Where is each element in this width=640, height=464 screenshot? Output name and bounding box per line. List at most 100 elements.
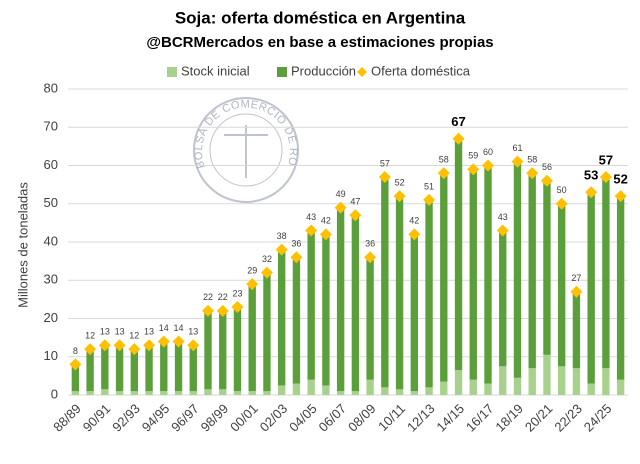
data-label: 36 (291, 239, 301, 249)
bar-segment (513, 161, 522, 378)
legend-label: Oferta doméstica (371, 63, 471, 78)
data-label: 13 (115, 327, 125, 337)
data-label: 60 (483, 147, 493, 157)
data-label: 22 (203, 292, 213, 302)
bar-segment (278, 249, 286, 386)
bar-segment (543, 180, 551, 355)
bar-segment (469, 169, 477, 380)
bar-segment (469, 379, 477, 395)
bar-segment (528, 368, 536, 395)
data-label: 43 (498, 212, 508, 222)
supply-marker (364, 251, 377, 264)
data-label: 52 (613, 172, 627, 187)
chart-title: Soja: oferta doméstica en Argentina (175, 8, 466, 27)
bar-segment (204, 310, 212, 390)
supply-marker (319, 228, 332, 241)
data-label: 61 (512, 143, 522, 153)
x-tick-label: 98/99 (198, 401, 232, 435)
supply-marker (231, 301, 244, 314)
supply-marker (98, 339, 111, 352)
bar-segment (174, 391, 183, 395)
data-label: 8 (73, 346, 78, 356)
bar-segment (440, 173, 448, 382)
x-tick-label: 20/21 (522, 401, 556, 435)
y-tick-label: 10 (44, 348, 58, 363)
bar-segment (86, 391, 94, 395)
data-label: 57 (599, 152, 613, 167)
bar-segment (366, 257, 374, 380)
supply-marker (452, 132, 465, 145)
supply-marker (599, 170, 612, 183)
bar-segment (248, 391, 256, 395)
x-tick-label: 14/15 (433, 401, 467, 435)
data-label: 13 (144, 327, 154, 337)
y-tick-label: 60 (44, 157, 58, 172)
data-label: 29 (247, 265, 257, 275)
bar-segment (454, 138, 463, 371)
bar-segment (101, 389, 109, 395)
bar-segment (160, 391, 168, 395)
data-label: 43 (306, 212, 316, 222)
data-label: 58 (527, 155, 537, 165)
bar-segment (115, 345, 124, 392)
bar-segment (204, 389, 212, 395)
bar-segment (410, 234, 418, 392)
supply-marker (275, 243, 288, 256)
data-label: 59 (468, 151, 478, 161)
data-label: 56 (542, 162, 552, 172)
bar-segment (484, 383, 492, 395)
bar-segment (454, 370, 463, 395)
data-label: 52 (395, 177, 405, 187)
supply-marker (437, 167, 450, 180)
bar-segment (602, 368, 610, 395)
bar-segment (307, 230, 315, 380)
supply-marker (408, 228, 421, 241)
supply-marker (526, 167, 539, 180)
bar-segment (115, 391, 124, 395)
bar-segment (189, 391, 197, 395)
y-tick-label: 80 (44, 80, 58, 95)
bar-segment (307, 379, 315, 395)
bar-segment (322, 385, 330, 395)
bar-segment (160, 341, 168, 392)
supply-marker (113, 339, 126, 352)
supply-marker (482, 159, 494, 172)
supply-marker (202, 304, 214, 317)
data-label: 27 (571, 273, 581, 283)
supply-marker (334, 201, 347, 214)
supply-marker (305, 224, 318, 237)
bar-segment (440, 381, 448, 395)
y-tick-label: 30 (44, 272, 58, 287)
watermark-ring (193, 97, 299, 203)
data-label: 51 (424, 181, 434, 191)
bar-segment (336, 207, 345, 392)
watermark-ring (209, 113, 283, 187)
bar-segment (130, 349, 138, 392)
bar-segment (587, 383, 595, 395)
supply-marker (423, 193, 436, 206)
bar-segment (101, 345, 109, 390)
bar-segment (484, 165, 492, 384)
supply-marker (216, 304, 229, 317)
supply-marker (143, 339, 156, 352)
x-tick-label: 94/95 (139, 401, 173, 435)
supply-marker (187, 339, 200, 352)
data-label: 47 (350, 197, 360, 207)
legend-swatch (277, 67, 287, 77)
data-label: 50 (557, 185, 567, 195)
bar-segment (145, 345, 153, 392)
x-tick-label: 18/19 (492, 401, 526, 435)
bar-segment (499, 366, 507, 395)
bar-segment (263, 391, 271, 395)
supply-marker (585, 186, 598, 199)
y-tick-label: 50 (44, 195, 58, 210)
x-tick-label: 90/91 (80, 401, 114, 435)
data-label: 14 (159, 323, 169, 333)
y-tick-label: 40 (44, 233, 58, 248)
data-label: 49 (336, 189, 346, 199)
bar-segment (86, 349, 94, 392)
legend-label: Stock inicial (181, 63, 250, 78)
data-label: 22 (218, 292, 228, 302)
x-tick-label: 16/17 (463, 401, 497, 435)
